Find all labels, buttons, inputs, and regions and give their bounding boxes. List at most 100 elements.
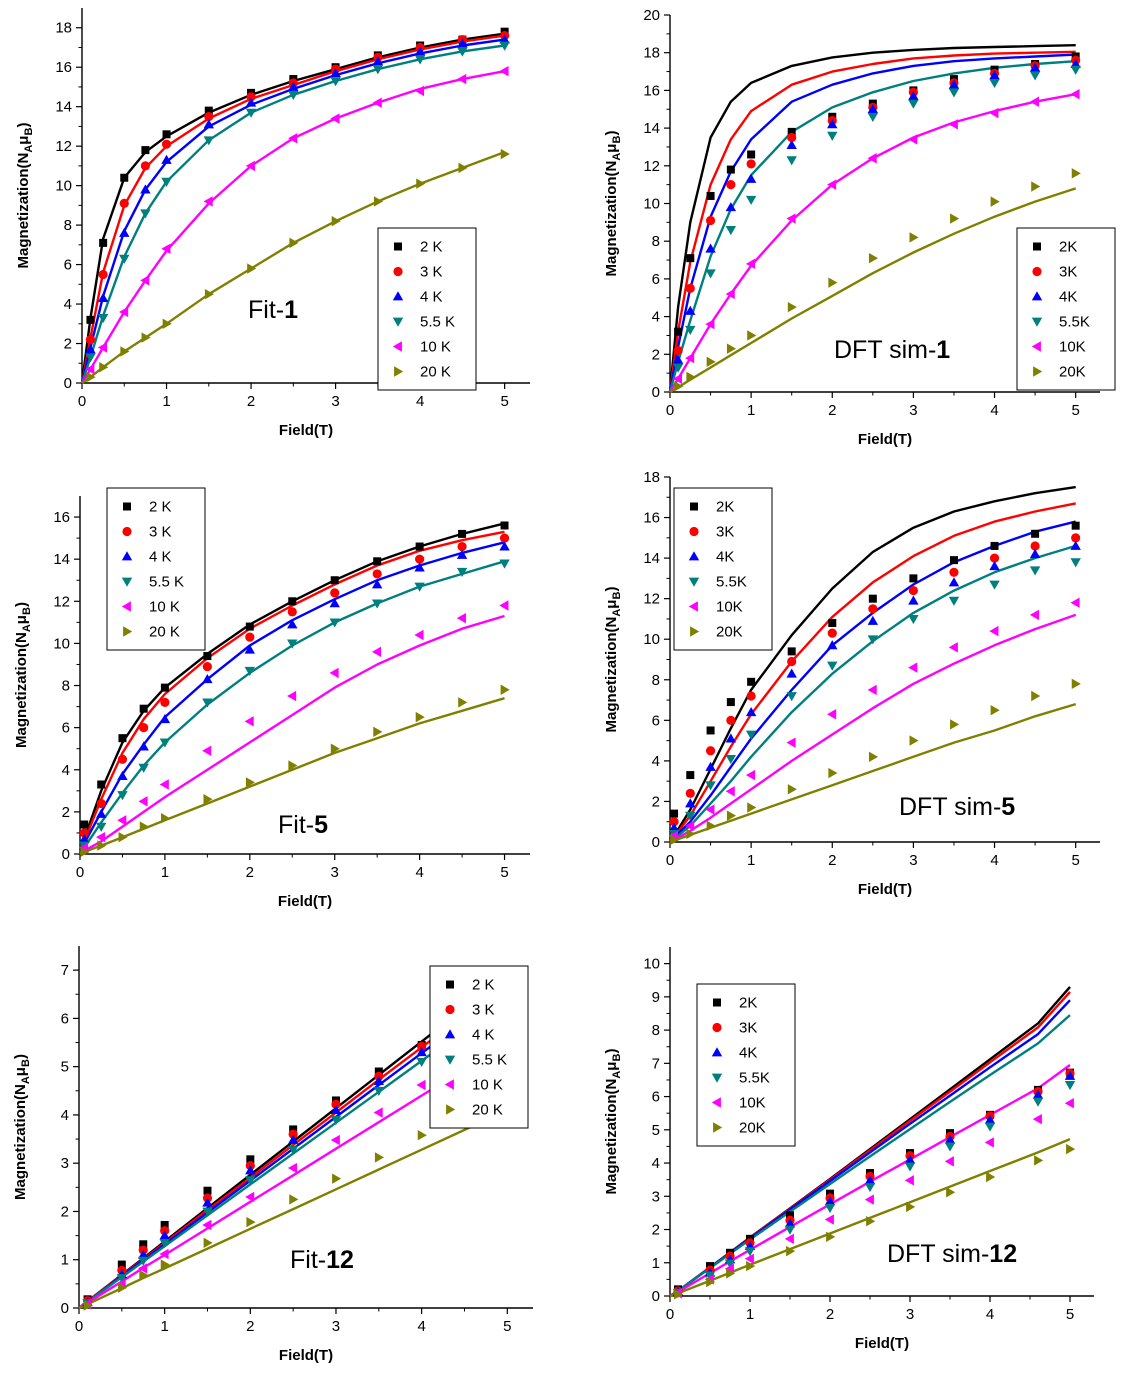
chart-annotation: Fit-1 — [248, 296, 298, 324]
data-point — [244, 644, 256, 654]
data-point — [787, 301, 797, 313]
legend-marker — [392, 291, 404, 301]
data-point — [162, 318, 172, 329]
data-point — [204, 288, 214, 300]
x-tick-label: 0 — [666, 1306, 674, 1323]
data-point — [904, 1154, 916, 1164]
data-point — [204, 106, 213, 115]
legend-label: 3 K — [472, 1002, 495, 1019]
data-point — [117, 791, 128, 801]
data-point — [160, 697, 170, 707]
legend-marker — [688, 577, 700, 587]
y-tick-label: 2 — [652, 793, 660, 810]
data-point — [686, 254, 695, 263]
legend-box — [106, 487, 206, 651]
data-point — [287, 1145, 299, 1155]
legend-marker — [690, 502, 698, 511]
data-point — [138, 796, 148, 807]
data-point — [85, 334, 96, 345]
data-point — [726, 698, 735, 707]
legend-marker — [394, 242, 402, 251]
series-3k — [85, 31, 510, 345]
data-point — [414, 629, 424, 641]
legend-label: 4 K — [149, 549, 172, 566]
data-point — [705, 761, 716, 771]
data-point — [288, 81, 299, 91]
legend-label: 20 K — [149, 624, 180, 641]
data-point — [117, 754, 128, 764]
x-tick-label: 1 — [747, 852, 755, 869]
data-point — [456, 567, 468, 578]
data-point — [786, 139, 797, 149]
series-5.5k — [79, 559, 510, 851]
legend-box — [377, 227, 477, 391]
data-point — [204, 111, 214, 122]
data-point — [746, 691, 756, 701]
data-point — [98, 269, 108, 280]
data-point — [162, 130, 171, 139]
legend-marker — [121, 551, 133, 561]
y-tick-label: 4 — [652, 309, 660, 326]
legend-label: 3K — [739, 1020, 757, 1037]
data-point — [202, 1219, 212, 1231]
data-point — [245, 632, 255, 642]
data-point — [140, 184, 151, 194]
data-point — [828, 619, 837, 627]
series-20k — [86, 148, 510, 383]
legend: 2 K 3 K 4 K 5.5 K 10 K 20 K — [377, 227, 477, 391]
y-tick-label: 14 — [55, 99, 72, 116]
data-point — [159, 738, 171, 748]
data-point — [371, 646, 382, 658]
data-point — [99, 362, 109, 373]
x-tick-label: 3 — [331, 393, 339, 410]
series-4k — [668, 540, 1081, 832]
data-point — [1031, 690, 1041, 702]
data-point — [908, 595, 919, 605]
series-10k — [672, 1098, 1074, 1299]
legend-label: 20K — [716, 624, 743, 641]
y-tick-label: 2 — [652, 1222, 660, 1239]
data-point — [500, 521, 509, 530]
y-tick-label: 7 — [652, 1055, 660, 1072]
y-axis-title: Magnetization(NAμB) — [603, 587, 623, 733]
y-axis-title: Magnetization(NAμB) — [12, 1054, 32, 1200]
y-tick-label: 5 — [652, 1122, 660, 1139]
fit-line-4k — [80, 38, 505, 384]
y-tick-label: 18 — [643, 45, 660, 62]
legend-label: 2K — [716, 499, 734, 516]
y-tick-label: 14 — [53, 551, 70, 568]
data-point — [373, 1086, 385, 1096]
legend-marker — [688, 601, 698, 612]
y-axis-title: Magnetization(NAμB) — [15, 123, 35, 269]
legend-marker — [689, 526, 699, 537]
data-point — [159, 1238, 170, 1249]
data-point — [908, 585, 918, 596]
data-point — [826, 1231, 836, 1243]
series-20k — [670, 678, 1081, 846]
series-4k — [672, 58, 1081, 364]
data-point — [374, 1067, 383, 1076]
data-point — [99, 238, 108, 247]
data-point — [119, 198, 129, 208]
fit-line-2k — [669, 485, 1076, 843]
y-tick-label: 16 — [53, 509, 70, 526]
data-point — [747, 330, 757, 341]
series-5.5k — [668, 558, 1081, 840]
series-2k — [80, 521, 509, 829]
data-point — [744, 1247, 756, 1257]
data-point — [867, 684, 877, 696]
fit-line-4k — [669, 520, 1076, 843]
y-tick-label: 10 — [53, 635, 70, 652]
data-point — [989, 561, 1000, 571]
y-tick-label: 3 — [61, 1155, 69, 1172]
legend: 2 K 3 K 4 K 5.5 K 10 K 20 K — [429, 965, 529, 1129]
data-point — [827, 179, 837, 190]
data-point — [1031, 181, 1041, 192]
legend-marker — [123, 502, 131, 511]
data-point — [745, 769, 756, 781]
data-point — [202, 674, 213, 684]
data-point — [1070, 88, 1080, 100]
data-point — [458, 162, 468, 174]
data-point — [908, 90, 919, 100]
data-point — [161, 813, 171, 824]
